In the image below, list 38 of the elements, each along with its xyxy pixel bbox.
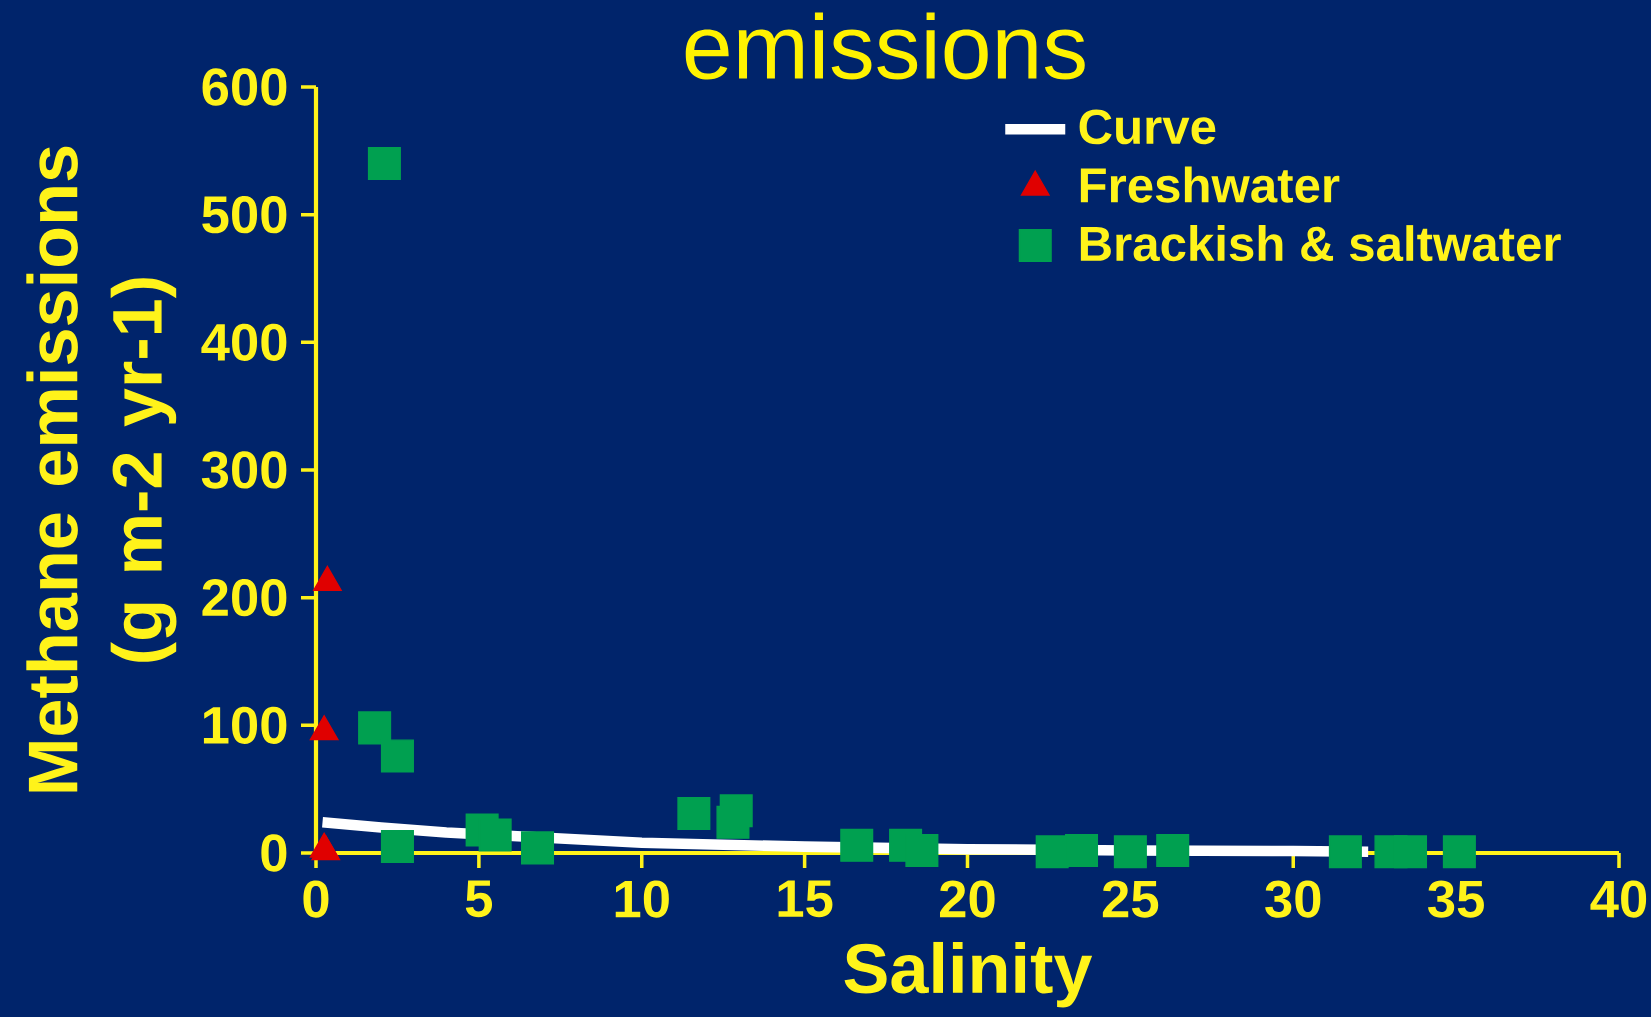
point — [478, 818, 512, 852]
x-tick-label: 5 — [465, 880, 493, 918]
x-tick-label: 15 — [778, 880, 833, 918]
point — [677, 796, 711, 830]
point — [380, 739, 414, 773]
point — [716, 805, 750, 839]
x-tick-label: 25 — [1102, 880, 1159, 918]
legend-label: Freshwater — [1080, 166, 1340, 203]
y-axis-title: Methane emissions (g m-2 yr-1) — [26, 146, 177, 792]
point — [380, 830, 414, 864]
point — [1156, 833, 1190, 867]
point — [840, 828, 874, 862]
point — [905, 833, 939, 867]
x-tick-label: 0 — [303, 880, 329, 918]
point — [1328, 835, 1362, 869]
y-tick-label: 200 — [202, 578, 287, 617]
y-tick-label: 300 — [201, 451, 287, 489]
point — [1393, 835, 1428, 869]
point — [358, 711, 392, 745]
y-tick-label: 0 — [261, 834, 287, 872]
x-tick-label: 35 — [1428, 880, 1484, 918]
x-axis-title: Salinity — [844, 941, 1093, 1008]
legend-label: Brackish & saltwater — [1080, 225, 1561, 262]
y-tick-label: 600 — [202, 68, 287, 106]
point — [1113, 835, 1147, 869]
point — [1064, 833, 1099, 867]
y-tick-label: 500 — [202, 195, 287, 234]
legend-label: Curve — [1079, 109, 1216, 145]
y-tick-label: 100 — [203, 706, 287, 744]
x-tick-label: 30 — [1265, 880, 1321, 918]
x-tick-label: 10 — [615, 880, 669, 918]
y-tick-label: 400 — [201, 323, 287, 361]
point — [520, 831, 555, 865]
x-tick-label: 20 — [940, 880, 995, 918]
chart-title: emissions — [685, 12, 1085, 80]
x-tick-label: 40 — [1590, 880, 1647, 918]
point — [367, 147, 401, 181]
point — [1442, 835, 1476, 869]
